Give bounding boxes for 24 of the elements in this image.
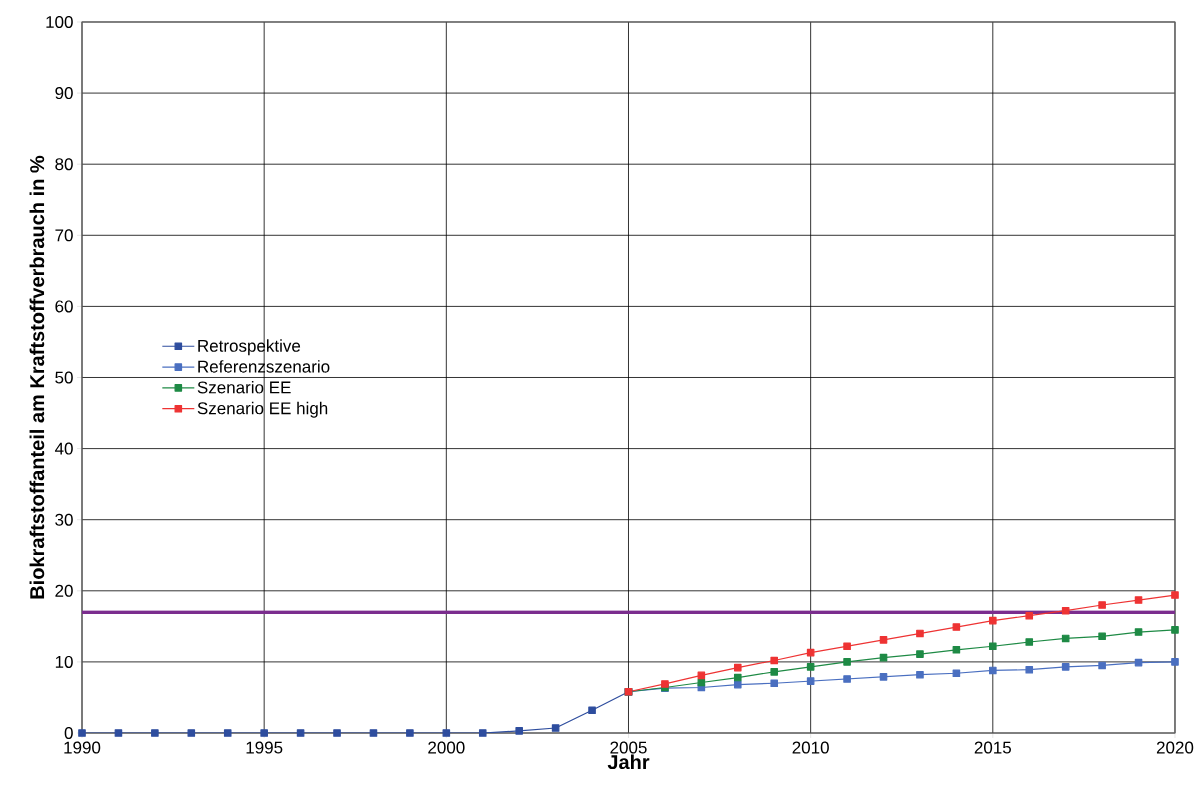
- y-tick-label: 60: [55, 300, 73, 313]
- y-tick-label: 100: [46, 15, 73, 29]
- y-tick-label: 40: [54, 442, 73, 455]
- legend-label: Retrospektive: [198, 339, 301, 356]
- y-tick-label: 80: [55, 158, 73, 171]
- x-tick-label: 2010: [792, 741, 829, 754]
- x-tick-label: 2005: [610, 741, 647, 754]
- y-tick-label: 20: [55, 584, 73, 597]
- y-tick-label: 50: [55, 371, 73, 384]
- y-tick-label: 30: [55, 513, 73, 526]
- legend-label: Referenzszenario: [198, 360, 330, 373]
- x-axis-title: Jahr: [607, 754, 650, 770]
- y-tick-label: 10: [55, 655, 73, 668]
- y-tick-label: 0: [64, 726, 73, 740]
- x-tick-label: 2020: [1156, 741, 1194, 754]
- x-tick-label: 1990: [64, 741, 101, 754]
- x-tick-label: 2015: [974, 741, 1011, 754]
- y-axis-title: Biokraftstoffanteil am Kraftstoffverbrauch in %: [29, 155, 45, 599]
- y-tick-label: 70: [55, 229, 73, 242]
- legend-label: Szenario EE: [197, 381, 291, 394]
- x-tick-label: 1995: [246, 741, 283, 754]
- legend-label: Szenario EE high: [197, 401, 328, 418]
- x-tick-label: 2000: [428, 741, 465, 754]
- y-tick-label: 90: [55, 87, 73, 100]
